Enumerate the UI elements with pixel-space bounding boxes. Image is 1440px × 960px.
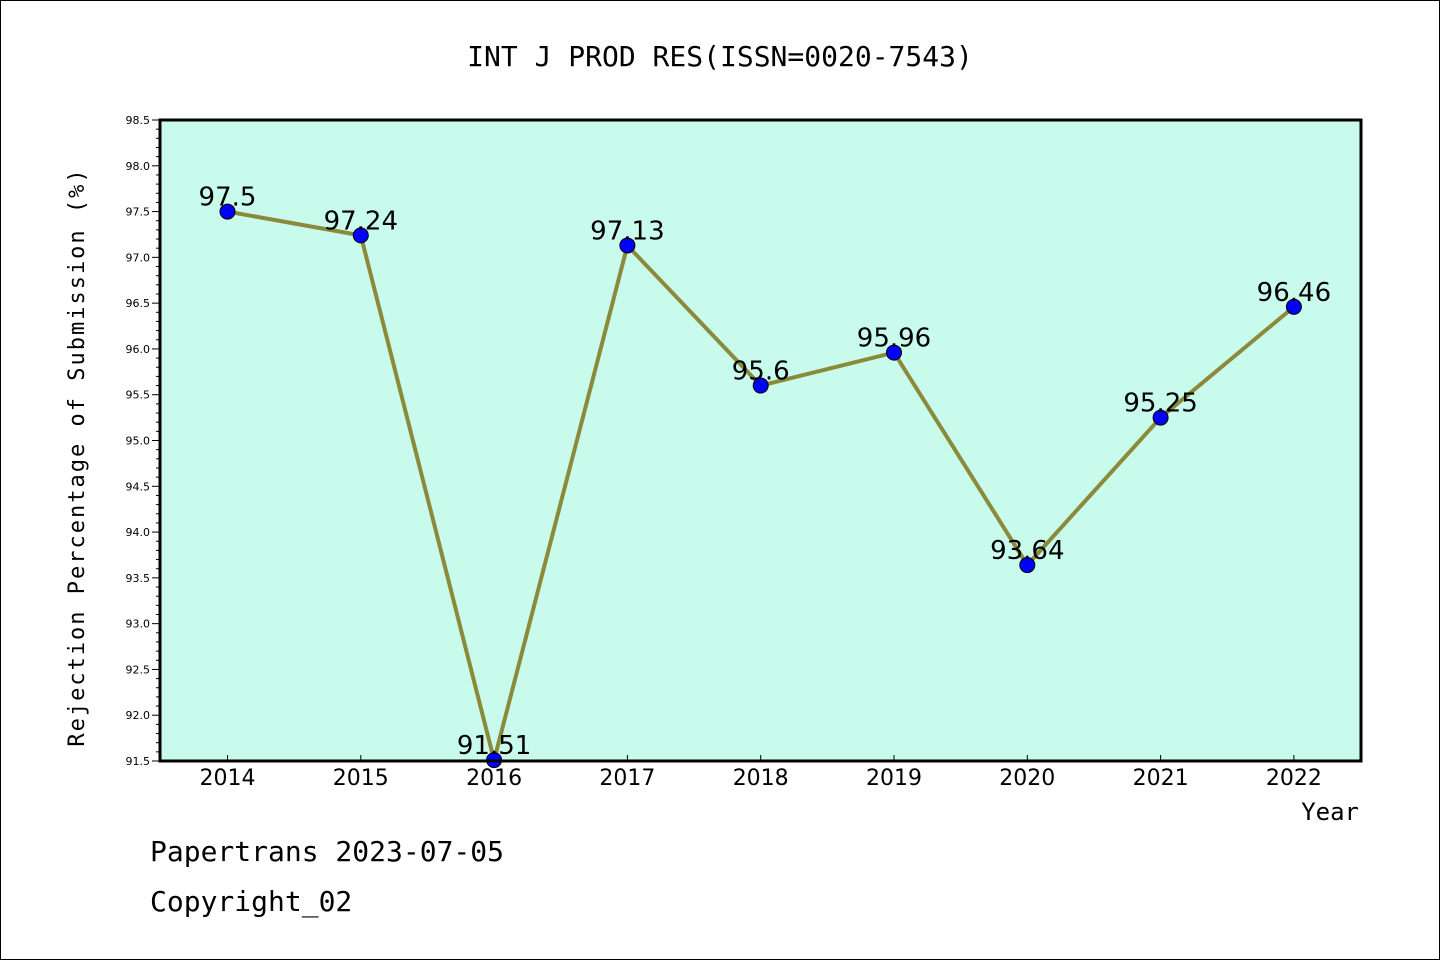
data-point xyxy=(219,203,236,220)
data-point xyxy=(619,237,636,254)
y-tick-label: 94.0 xyxy=(126,526,151,539)
data-labels: 97.5 97.24 91.51 97.13 95.6 95.96 93.64 95.25 96… xyxy=(199,183,1332,762)
data-label: 93.64 xyxy=(990,536,1064,566)
plot-area xyxy=(160,120,1361,761)
data-point xyxy=(1152,409,1169,426)
data-label: 95.96 xyxy=(857,324,931,354)
data-point xyxy=(752,377,769,394)
data-label: 95.6 xyxy=(732,357,790,387)
x-tick-label: 2016 xyxy=(466,766,522,791)
data-point xyxy=(352,227,369,244)
plot-border xyxy=(158,118,1363,763)
footer-date: Papertrans 2023-07-05 xyxy=(150,835,505,868)
y-axis-label: Rejection Percentage of Submission (%) xyxy=(65,167,90,746)
data-label: 96.46 xyxy=(1257,278,1331,308)
data-point xyxy=(1019,557,1036,574)
data-label: 97.5 xyxy=(199,183,257,213)
footer-copyright: Copyright_02 xyxy=(150,885,353,918)
data-label: 95.25 xyxy=(1123,389,1197,419)
y-tick-label: 91.5 xyxy=(126,755,151,768)
y-tick-label: 95.0 xyxy=(126,435,151,448)
y-tick-label: 97.5 xyxy=(126,206,151,219)
y-tick-label: 92.0 xyxy=(126,709,151,722)
y-tick-label: 92.5 xyxy=(126,663,151,676)
x-tick-label: 2020 xyxy=(999,766,1055,791)
data-point xyxy=(1285,298,1302,315)
x-tick-label: 2018 xyxy=(733,766,789,791)
y-tick-label: 96.0 xyxy=(126,343,151,356)
y-tick-label: 93.5 xyxy=(126,572,151,585)
y-tick-label: 98.5 xyxy=(126,114,151,127)
y-tick-label: 94.5 xyxy=(126,480,151,493)
data-label: 91.51 xyxy=(457,731,531,761)
y-axis: 91.5 92.0 92.5 93.0 93.5 94.0 94.5 95.0 95.5 96.0… xyxy=(126,114,160,768)
x-tick-label: 2014 xyxy=(200,766,256,791)
y-tick-label: 98.0 xyxy=(126,160,151,173)
x-axis-label: Year xyxy=(1301,798,1359,826)
y-tick-label: 96.5 xyxy=(126,297,151,310)
data-point xyxy=(886,344,902,361)
x-tick-label: 2021 xyxy=(1133,766,1189,791)
y-tick-label: 93.0 xyxy=(126,618,151,631)
data-label: 97.24 xyxy=(324,206,398,236)
y-tick-label: 95.5 xyxy=(126,389,151,402)
x-tick-label: 2022 xyxy=(1266,766,1322,791)
data-label: 97.13 xyxy=(590,216,664,246)
x-tick-label: 2017 xyxy=(599,766,655,791)
chart-title: INT J PROD RES(ISSN=0020-7543) xyxy=(467,40,973,73)
x-tick-label: 2015 xyxy=(333,766,389,791)
x-tick-label: 2019 xyxy=(866,766,922,791)
x-axis: 2014 2015 2016 2017 2018 2019 2020 2021 2022 xyxy=(200,755,1322,791)
y-tick-label: 97.0 xyxy=(126,251,151,264)
